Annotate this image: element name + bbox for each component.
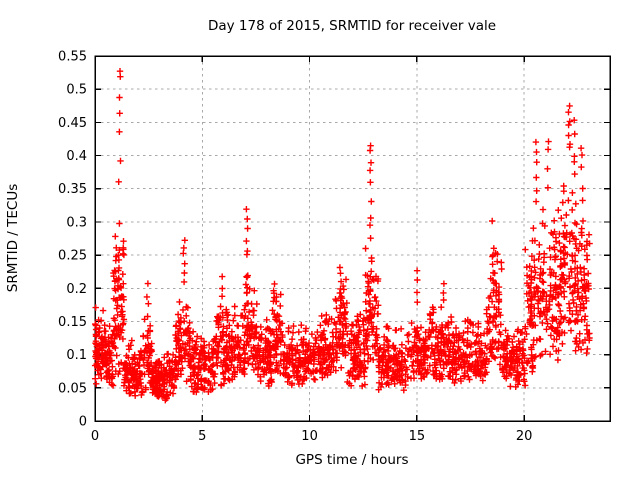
y-tick-label: 0.5 bbox=[66, 83, 87, 98]
scatter-points bbox=[91, 68, 593, 404]
chart-title: Day 178 of 2015, SRMTID for receiver val… bbox=[208, 18, 496, 34]
x-tick-label: 20 bbox=[516, 429, 533, 444]
y-tick-label: 0 bbox=[79, 415, 87, 430]
y-tick-label: 0.45 bbox=[58, 116, 87, 131]
gridlines bbox=[95, 56, 610, 421]
y-tick-label: 0.55 bbox=[58, 50, 87, 65]
y-tick-label: 0.3 bbox=[66, 215, 87, 230]
x-tick-label: 10 bbox=[301, 429, 318, 444]
y-tick-label: 0.4 bbox=[66, 149, 87, 164]
y-tick-labels: 0 0.05 0.1 0.15 0.2 0.25 0.3 0.35 0.4 0.45 0.5 0.55 bbox=[58, 50, 87, 430]
y-tick-label: 0.35 bbox=[58, 182, 87, 197]
x-tick-label: 5 bbox=[198, 429, 206, 444]
x-tick-label: 15 bbox=[409, 429, 426, 444]
x-tick-labels: 0 5 10 15 20 bbox=[91, 429, 533, 444]
x-tick-label: 0 bbox=[91, 429, 99, 444]
y-tick-label: 0.25 bbox=[58, 249, 87, 264]
y-tick-label: 0.05 bbox=[58, 381, 87, 396]
x-axis-label: GPS time / hours bbox=[295, 452, 408, 468]
plot-border bbox=[94, 55, 611, 422]
y-tick-label: 0.2 bbox=[66, 282, 87, 297]
y-tick-label: 0.15 bbox=[58, 315, 87, 330]
y-axis-label: SRMTID / TECUs bbox=[5, 184, 21, 292]
y-tick-label: 0.1 bbox=[66, 348, 87, 363]
